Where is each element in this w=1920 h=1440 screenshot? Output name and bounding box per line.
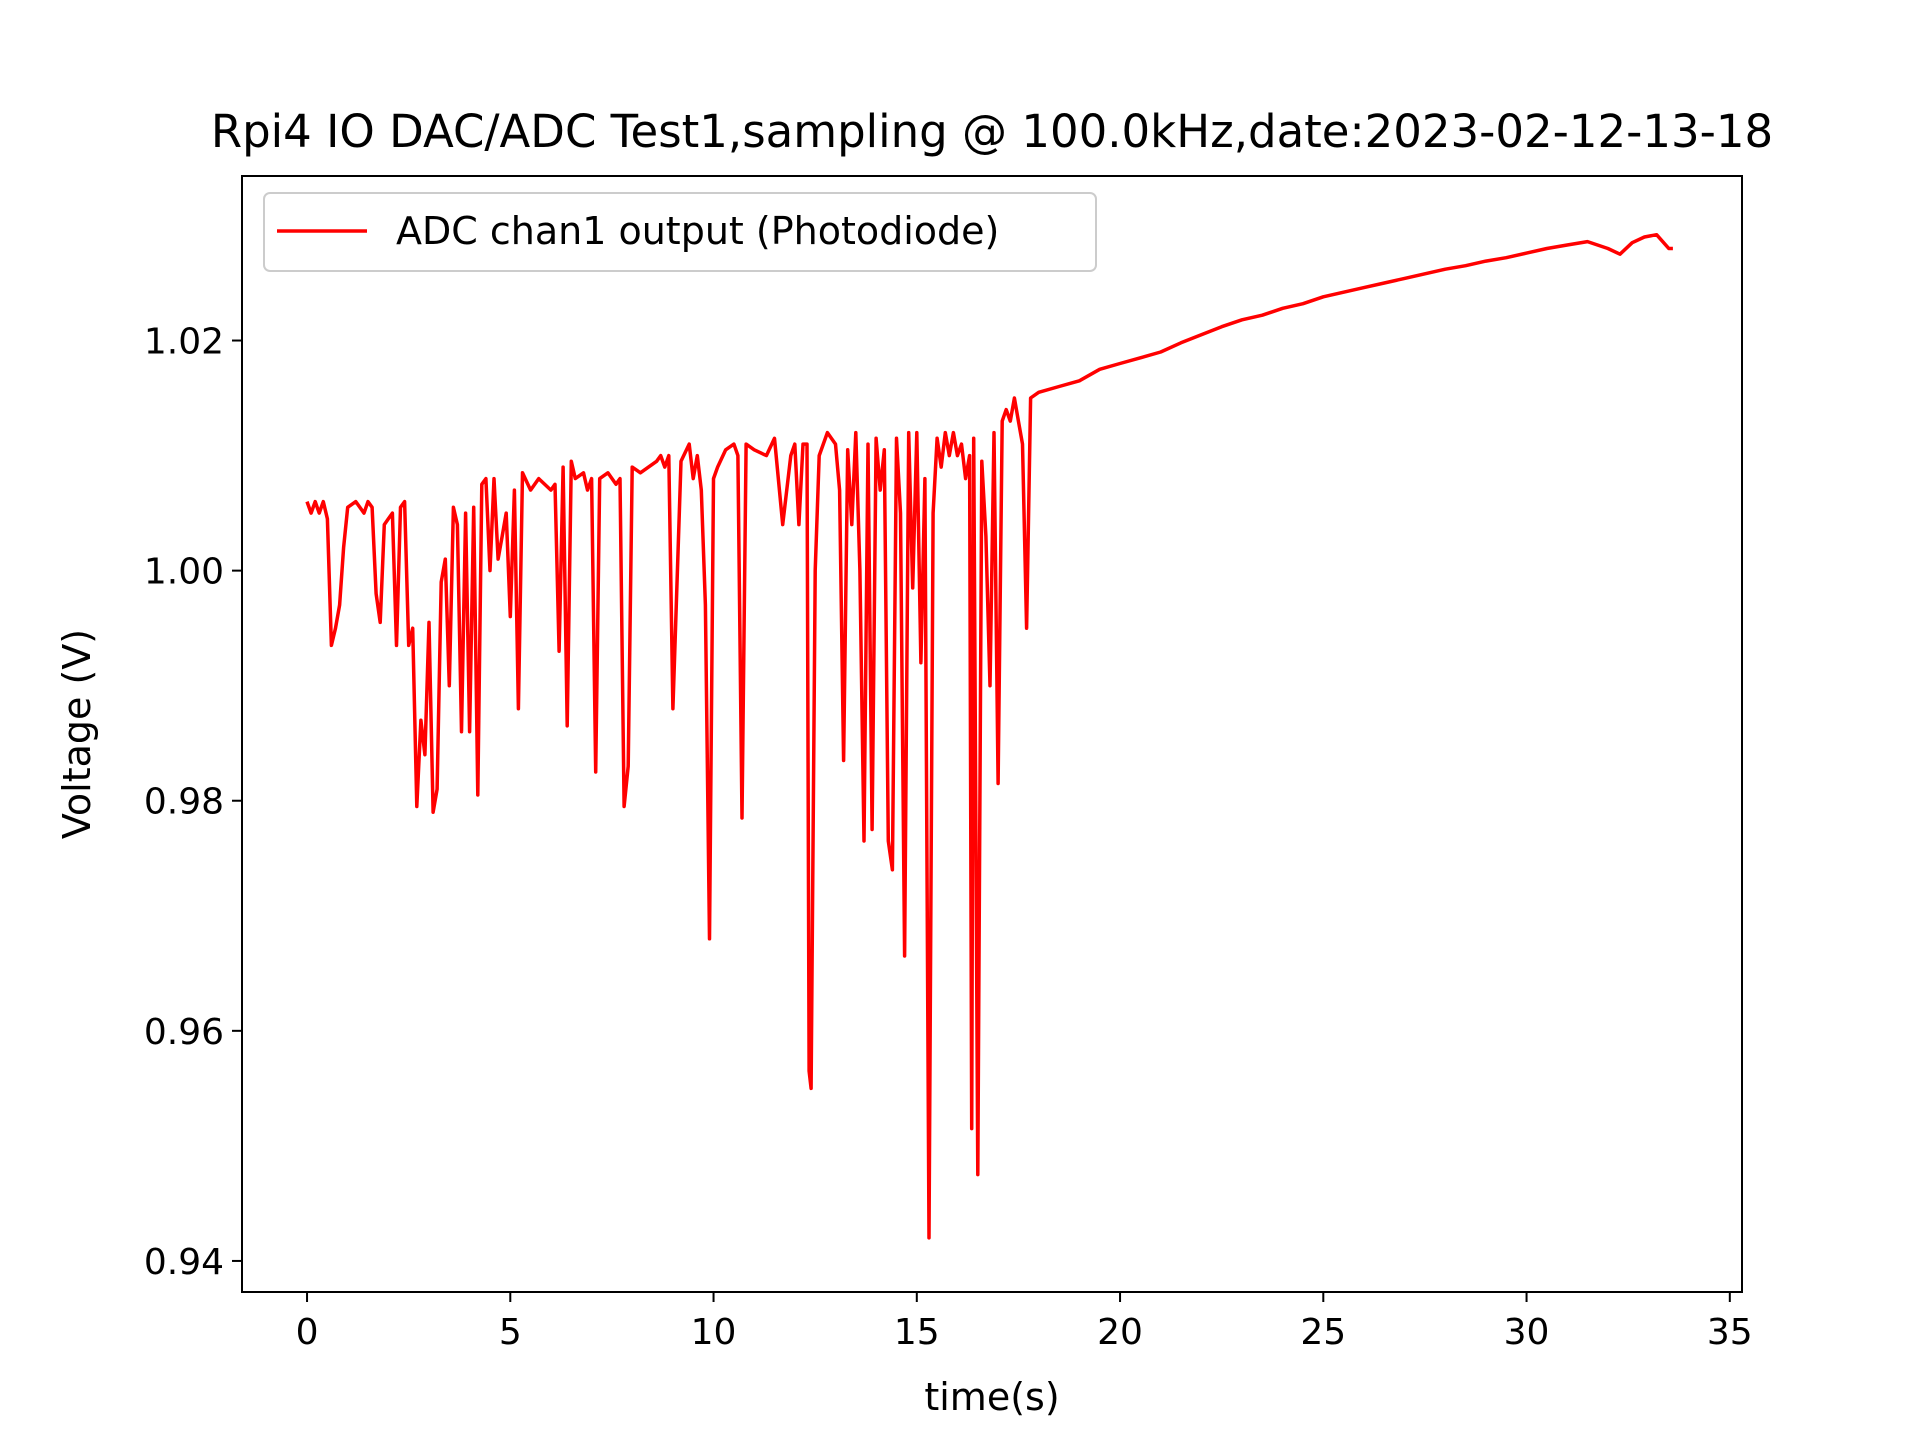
chart-title: Rpi4 IO DAC/ADC Test1,sampling @ 100.0kH… xyxy=(211,105,1773,158)
x-axis: 0 5 10 15 20 25 30 35 xyxy=(296,1292,1753,1353)
legend: ADC chan1 output (Photodiode) xyxy=(263,192,1097,272)
y-tick-label: 0.94 xyxy=(144,1242,224,1283)
y-tick-label: 0.98 xyxy=(144,782,224,823)
y-axis-label: Voltage (V) xyxy=(55,629,99,839)
x-tick-label: 0 xyxy=(296,1312,319,1353)
x-tick-label: 5 xyxy=(499,1312,522,1353)
axes-background xyxy=(242,176,1742,1292)
x-tick-label: 15 xyxy=(894,1312,940,1353)
legend-box xyxy=(263,192,1097,272)
x-tick-label: 25 xyxy=(1300,1312,1346,1353)
series-layer xyxy=(305,232,1673,1240)
x-tick-label: 35 xyxy=(1707,1312,1753,1353)
series-line-0 xyxy=(305,232,1673,1240)
x-tick-label: 20 xyxy=(1097,1312,1143,1353)
plot-area xyxy=(241,175,1743,1293)
y-tick-label: 0.96 xyxy=(144,1012,224,1053)
x-tick-label: 10 xyxy=(691,1312,737,1353)
y-axis: 0.94 0.96 0.98 1.00 1.02 xyxy=(144,322,242,1283)
y-tick-label: 1.02 xyxy=(144,322,224,363)
x-tick-label: 30 xyxy=(1504,1312,1550,1353)
y-tick-label: 1.00 xyxy=(144,552,224,593)
axes-frame xyxy=(241,175,1743,1293)
legend-label: ADC chan1 output (Photodiode) xyxy=(396,209,999,253)
x-axis-label: time(s) xyxy=(924,1375,1059,1419)
